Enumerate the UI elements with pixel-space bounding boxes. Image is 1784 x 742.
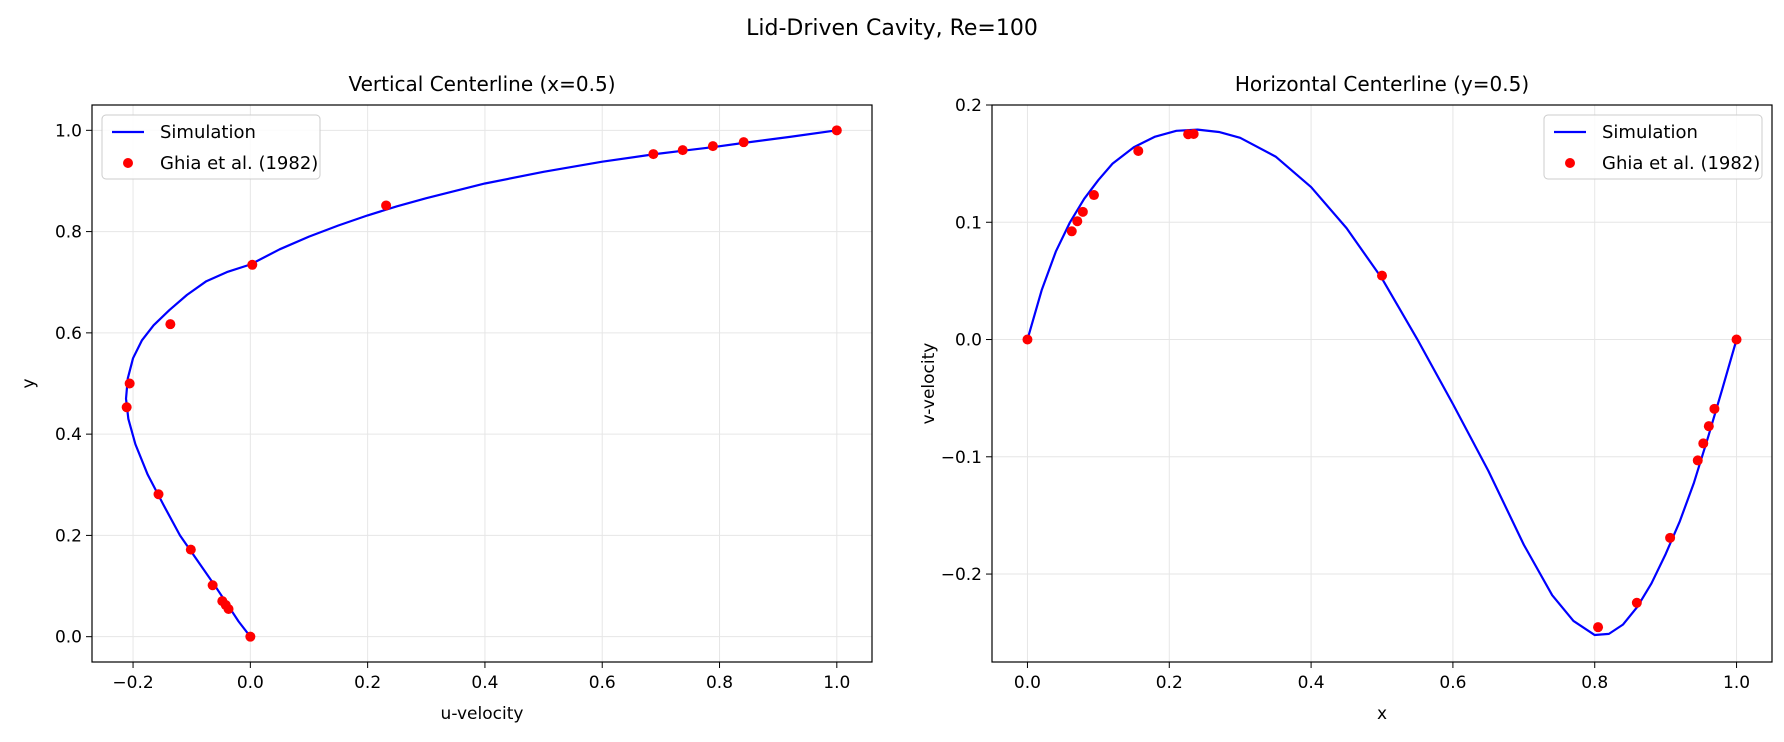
data-point-ghia-et-al-1982: [1698, 438, 1709, 449]
x-tick-label: 1.0: [1723, 673, 1750, 693]
x-tick-label: 0.6: [1439, 673, 1466, 693]
axes-frame: [91, 104, 873, 663]
data-point-ghia-et-al-1982: [1077, 206, 1088, 217]
data-point-ghia-et-al-1982: [1088, 190, 1099, 201]
x-tick-label: 0.6: [589, 673, 616, 693]
data-point-ghia-et-al-1982: [217, 596, 228, 607]
y-tick-label: 0.1: [955, 213, 982, 233]
x-tick-label: 0.8: [1581, 673, 1608, 693]
subplot-title: Vertical Centerline (x=0.5): [349, 72, 616, 96]
data-point-ghia-et-al-1982: [1731, 334, 1742, 345]
x-tick-label: 0.0: [237, 673, 264, 693]
x-tick-label: 0.2: [354, 673, 381, 693]
legend-box: [101, 114, 321, 180]
legend-marker-swatch: [1565, 158, 1575, 168]
left-subplot: Vertical Centerline (x=0.5) −0.2 0.0 0.2 0.4…: [19, 72, 873, 724]
data-point-ghia-et-al-1982: [153, 489, 164, 500]
plot-area: [121, 125, 842, 642]
data-point-ghia-et-al-1982: [1188, 128, 1199, 139]
y-tick-label: 0.2: [955, 96, 982, 116]
subplot-title: Horizontal Centerline (y=0.5): [1235, 72, 1529, 96]
figure-title: Lid-Driven Cavity, Re=100: [746, 16, 1038, 41]
x-tick-label: 0.0: [1014, 673, 1041, 693]
data-point-ghia-et-al-1982: [738, 137, 749, 148]
data-point-ghia-et-al-1982: [707, 141, 718, 152]
y-axis-label: y: [19, 378, 39, 388]
axes-frame: [991, 104, 1773, 663]
data-point-ghia-et-al-1982: [245, 631, 256, 642]
series-line-simulation: [1026, 128, 1738, 637]
series-line-simulation: [124, 129, 837, 638]
data-point-ghia-et-al-1982: [677, 145, 688, 156]
x-tick-label: 0.4: [471, 673, 498, 693]
data-point-ghia-et-al-1982: [185, 544, 196, 555]
legend-label: Simulation: [160, 122, 256, 143]
data-point-ghia-et-al-1982: [1377, 270, 1387, 281]
data-point-ghia-et-al-1982: [1692, 455, 1703, 466]
data-point-ghia-et-al-1982: [381, 200, 392, 211]
legend-label: Ghia et al. (1982): [1602, 153, 1760, 174]
y-tick-label: 1.0: [55, 121, 82, 141]
y-tick-label: 0.4: [55, 425, 82, 445]
data-point-ghia-et-al-1982: [1709, 403, 1720, 414]
y-tick-label: −0.1: [941, 448, 982, 468]
y-axis-label: v-velocity: [919, 343, 939, 425]
legend: Simulation Ghia et al. (1982): [1543, 114, 1763, 180]
data-point-ghia-et-al-1982: [648, 149, 659, 160]
data-point-ghia-et-al-1982: [1133, 145, 1144, 156]
right-subplot: Horizontal Centerline (y=0.5) 0.0 0.2 0.4 0.…: [919, 72, 1773, 724]
x-tick-label: 1.0: [823, 673, 850, 693]
data-point-ghia-et-al-1982: [247, 259, 258, 270]
plot-area: [1022, 128, 1742, 637]
legend: Simulation Ghia et al. (1982): [101, 114, 321, 180]
data-point-ghia-et-al-1982: [124, 378, 135, 389]
x-axis-label: x: [1377, 704, 1387, 724]
y-tick-label: 0.8: [55, 223, 82, 243]
data-point-ghia-et-al-1982: [1022, 334, 1033, 345]
legend-marker-swatch: [123, 158, 133, 168]
y-tick-label: 0.6: [55, 324, 82, 344]
data-point-ghia-et-al-1982: [1631, 597, 1642, 608]
data-point-ghia-et-al-1982: [207, 580, 218, 591]
y-tick-label: 0.0: [955, 331, 982, 351]
data-point-ghia-et-al-1982: [121, 402, 132, 413]
x-tick-label: −0.2: [112, 673, 153, 693]
x-axis-label: u-velocity: [441, 704, 524, 724]
y-tick-label: −0.2: [941, 565, 982, 585]
data-point-ghia-et-al-1982: [1703, 421, 1714, 432]
legend-label: Simulation: [1602, 122, 1698, 143]
data-point-ghia-et-al-1982: [1593, 622, 1604, 633]
y-tick-label: 0.0: [55, 628, 82, 648]
data-point-ghia-et-al-1982: [1066, 226, 1077, 237]
x-tick-label: 0.2: [1156, 673, 1183, 693]
x-tick-label: 0.4: [1298, 673, 1325, 693]
legend-label: Ghia et al. (1982): [160, 153, 318, 174]
data-point-ghia-et-al-1982: [831, 125, 842, 136]
data-point-ghia-et-al-1982: [165, 319, 176, 330]
data-point-ghia-et-al-1982: [1665, 532, 1676, 543]
legend-box: [1543, 114, 1763, 180]
x-tick-label: 0.8: [706, 673, 733, 693]
data-point-ghia-et-al-1982: [1072, 216, 1083, 227]
y-tick-label: 0.2: [55, 526, 82, 546]
